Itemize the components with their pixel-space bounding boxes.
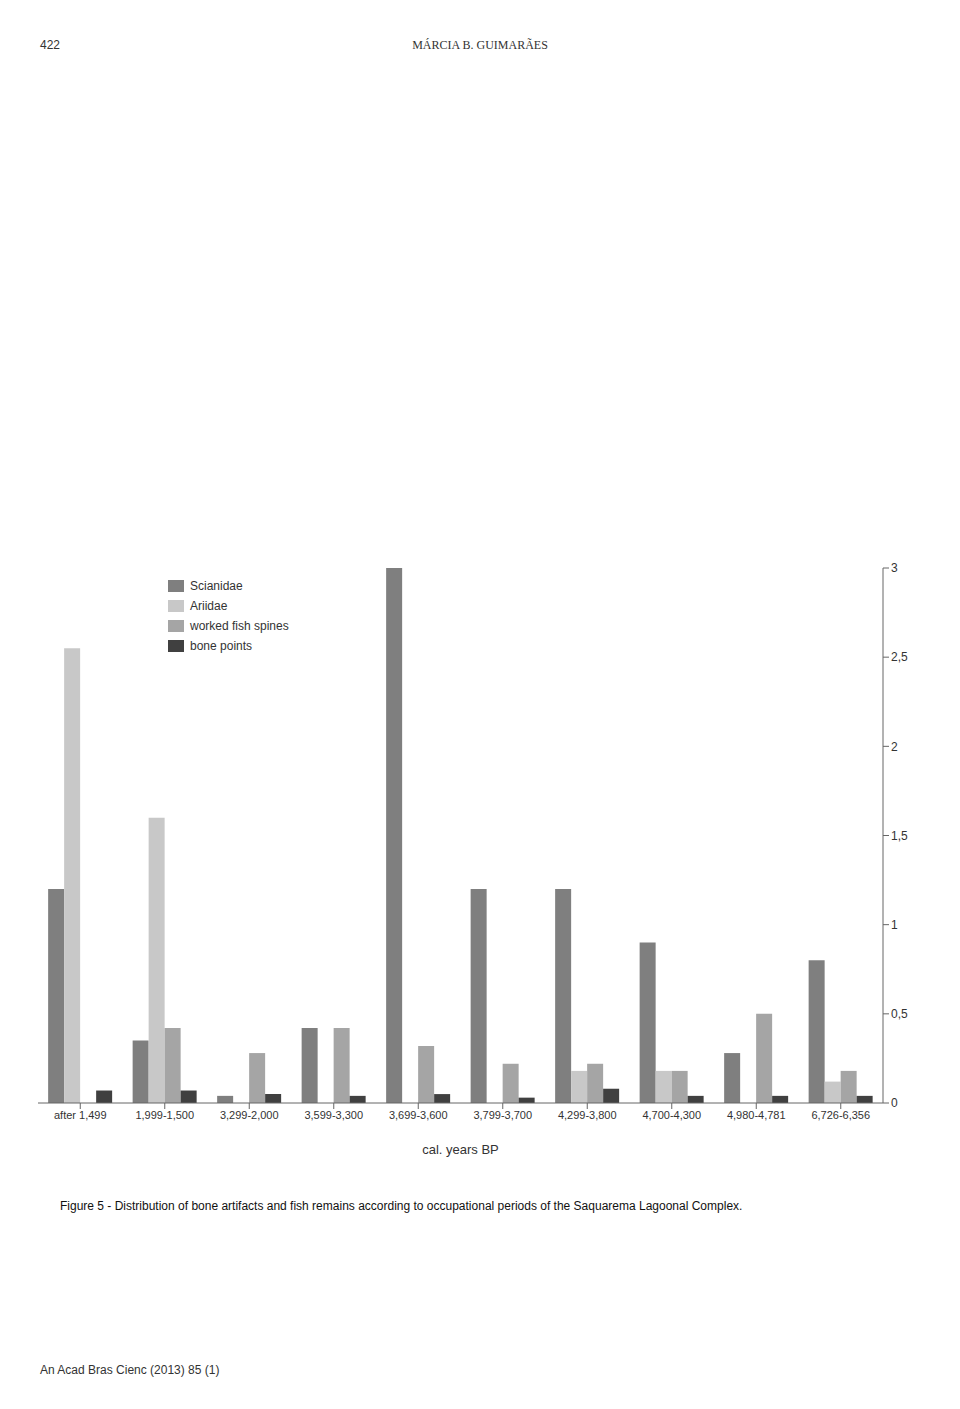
svg-text:0,5: 0,5: [891, 1007, 908, 1021]
svg-text:3,699-3,600: 3,699-3,600: [389, 1109, 448, 1121]
svg-text:2,5: 2,5: [891, 650, 908, 664]
html-text:MÁRCIA B. GUIMARÃES: MÁRCIA B. GUIMARÃES: [412, 38, 548, 52]
html-text:Figure 5 - Distribution of bon: Figure 5 - Distribution of bone artifact…: [60, 1199, 743, 1213]
svg-text:6,726-6,356: 6,726-6,356: [811, 1109, 870, 1121]
html-text:Ariidae: Ariidae: [190, 599, 228, 613]
svg-text:1: 1: [891, 918, 898, 932]
svg-text:3,799-3,700: 3,799-3,700: [473, 1109, 532, 1121]
svg-text:3: 3: [891, 561, 898, 575]
svg-text:4,299-3,800: 4,299-3,800: [558, 1109, 617, 1121]
svg-text:cal. years BP: cal. years BP: [422, 1142, 499, 1157]
html-text:Scianidae: Scianidae: [190, 579, 243, 593]
svg-text:0: 0: [891, 1096, 898, 1110]
svg-text:2: 2: [891, 740, 898, 754]
svg-text:after 1,499: after 1,499: [54, 1109, 107, 1121]
html-text:bone points: bone points: [190, 639, 253, 653]
svg-text:1,5: 1,5: [891, 829, 908, 843]
svg-text:3,299-2,000: 3,299-2,000: [220, 1109, 279, 1121]
html-text:An Acad Bras Cienc (2013) 85 (: An Acad Bras Cienc (2013) 85 (1): [40, 1363, 220, 1377]
svg-text:4,980-4,781: 4,980-4,781: [727, 1109, 786, 1121]
svg-text:1,999-1,500: 1,999-1,500: [135, 1109, 194, 1121]
html-text:422: 422: [40, 38, 60, 52]
svg-text:4,700-4,300: 4,700-4,300: [642, 1109, 701, 1121]
html-text:worked fish spines: worked fish spines: [190, 619, 289, 633]
svg-text:3,599-3,300: 3,599-3,300: [304, 1109, 363, 1121]
